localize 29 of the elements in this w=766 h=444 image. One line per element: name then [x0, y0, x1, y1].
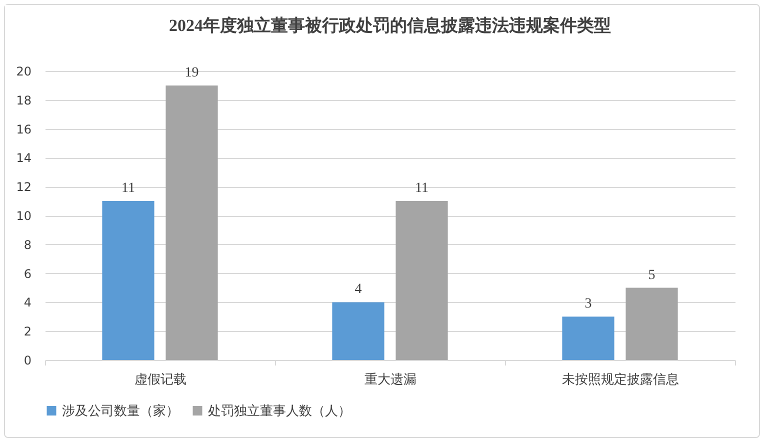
x-tick-label: 重大遗漏 — [364, 372, 416, 388]
bar — [332, 302, 384, 360]
x-tick-label: 虚假记载 — [134, 372, 186, 388]
data-label: 5 — [648, 268, 656, 283]
x-tick-label: 未按照规定披露信息 — [562, 372, 679, 388]
data-label: 11 — [121, 181, 135, 196]
data-label: 11 — [415, 181, 429, 196]
bar — [166, 85, 218, 360]
y-tick-label: 20 — [16, 64, 32, 78]
chart-title: 2024年度独立董事被行政处罚的信息披露违法违规案件类型 — [169, 15, 611, 35]
legend-label: 处罚独立董事人数（人） — [208, 402, 351, 419]
y-tick-label: 0 — [24, 354, 32, 368]
y-tick-label: 8 — [24, 238, 32, 252]
y-tick-label: 12 — [16, 180, 32, 194]
y-tick-label: 14 — [16, 151, 32, 166]
y-tick-label: 10 — [16, 209, 32, 223]
y-tick-label: 18 — [16, 93, 32, 108]
data-label: 3 — [584, 296, 592, 312]
data-label: 19 — [184, 65, 199, 80]
y-tick-label: 2 — [24, 324, 32, 339]
bar — [102, 201, 154, 360]
y-tick-label: 6 — [24, 266, 32, 281]
bar — [562, 316, 614, 360]
bar — [626, 288, 678, 360]
bar — [396, 201, 448, 360]
legend-label: 涉及公司数量（家） — [62, 402, 179, 419]
y-tick-label: 4 — [24, 296, 32, 310]
data-label: 4 — [354, 282, 362, 298]
y-tick-label: 16 — [16, 122, 32, 136]
